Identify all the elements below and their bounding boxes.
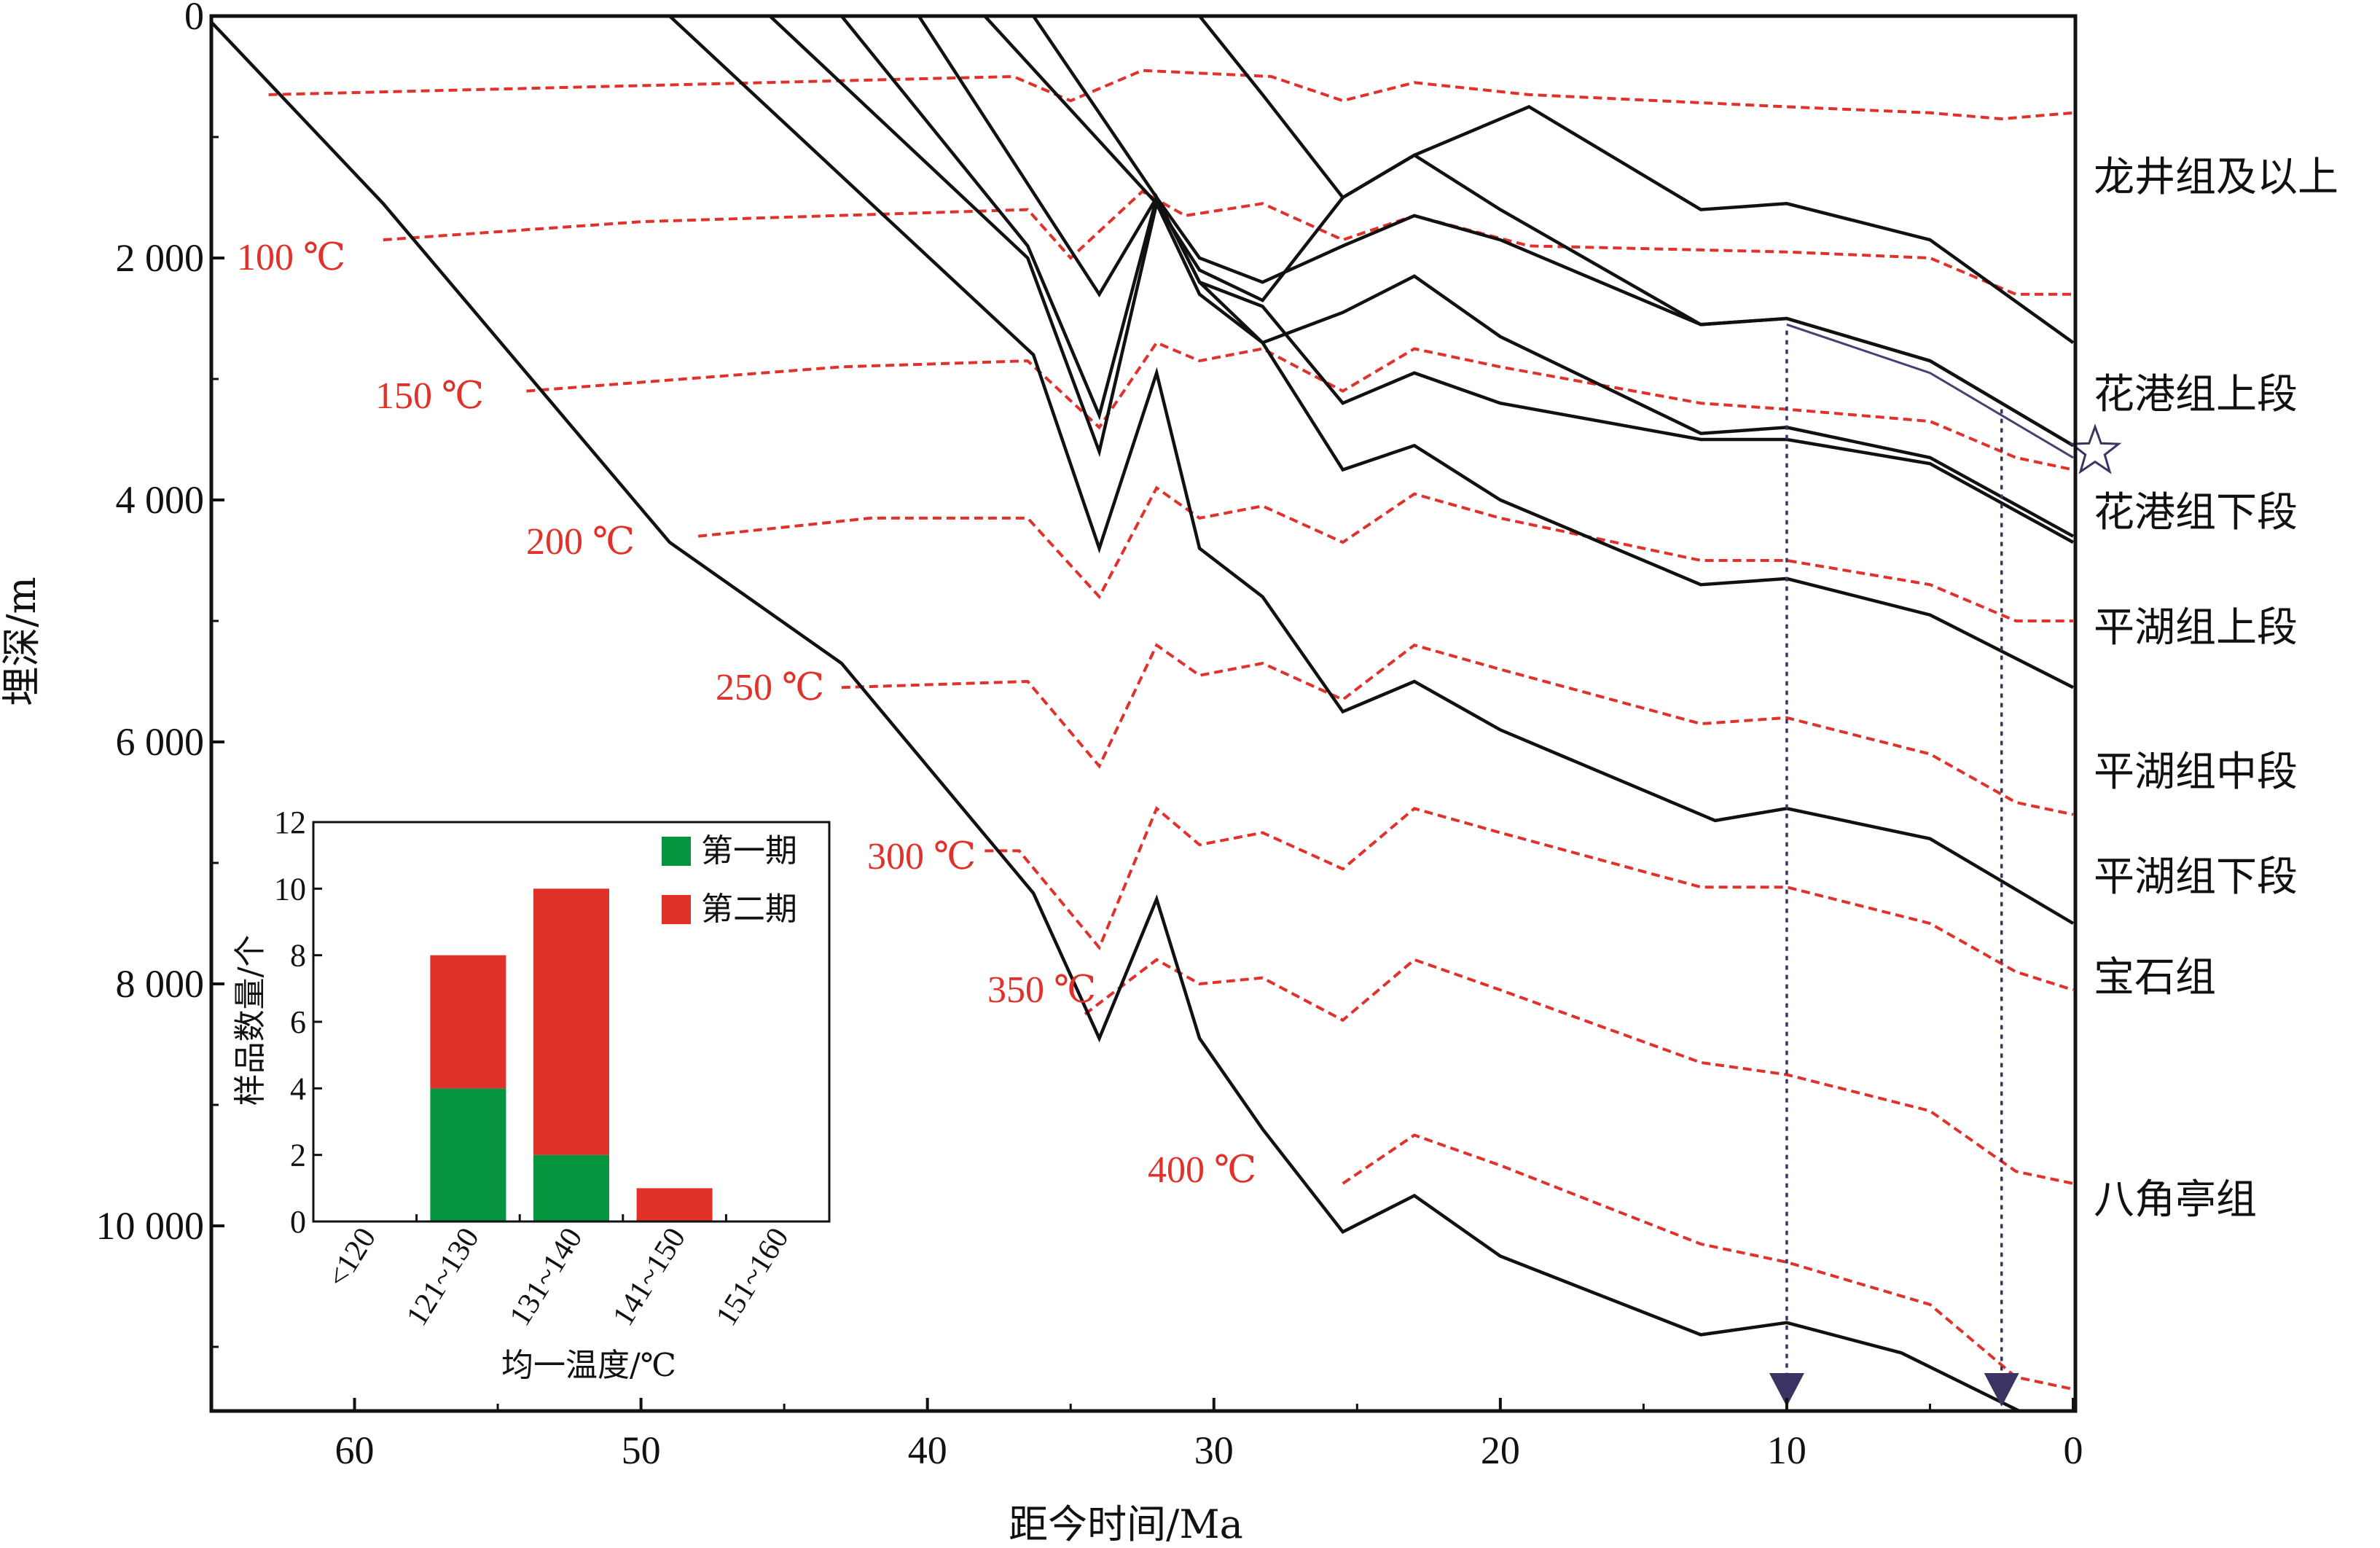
- burial-curve-layer: [211, 16, 2075, 1411]
- formation-label: 花港组上段: [2094, 371, 2298, 418]
- burial-curve: [917, 16, 2075, 538]
- x-axis-title: 距今时间/Ma: [1009, 1501, 1243, 1547]
- legend-swatch: [662, 895, 691, 924]
- inset-x-tick-label: 141~150: [606, 1222, 692, 1332]
- marker-layer: [1769, 330, 2122, 1407]
- histogram-bar: [430, 955, 506, 1089]
- formation-label: 平湖组中段: [2094, 748, 2298, 796]
- inset-x-ticks: <120 121~130 131~140 141~150 151~160: [312, 1214, 796, 1332]
- y-tick-label: 2 000: [116, 236, 205, 280]
- y-tick-label: 10 000: [96, 1204, 205, 1248]
- y-axis-title: 埋深/m: [0, 576, 44, 705]
- homogenization-temperature-histogram: 0 2 4 6 8 10 12 <120 121~130 131~140 141~150 151~1…: [232, 805, 831, 1384]
- x-tick-label: 20: [1481, 1428, 1520, 1472]
- burial-curve: [768, 16, 2075, 689]
- formation-label: 花港组下段: [2094, 489, 2298, 536]
- formation-label: 平湖组下段: [2094, 853, 2298, 901]
- inset-x-tick-label: <120: [321, 1222, 383, 1294]
- isotherm-labels: 100 ℃ 150 ℃ 200 ℃ 250 ℃ 300 ℃ 350 ℃ 400 ℃: [237, 237, 1256, 1191]
- inset-y-tick-label: 2: [290, 1138, 306, 1173]
- inset-y-tick-label: 8: [290, 938, 306, 974]
- inset-x-tick-label: 131~140: [504, 1222, 590, 1332]
- histogram-bar: [636, 1188, 713, 1221]
- formation-label: 宝石组: [2094, 954, 2216, 1001]
- x-tick-label: 0: [2064, 1428, 2083, 1472]
- isotherm-line: [697, 485, 2073, 622]
- isotherm-line: [383, 189, 2073, 296]
- burial-curve: [1198, 16, 2075, 345]
- star-icon: [2068, 423, 2122, 474]
- y-tick-label: 6 000: [116, 720, 205, 764]
- legend-label: 第一期: [701, 832, 797, 869]
- y-tick-label: 0: [184, 0, 204, 38]
- isotherm-line: [1342, 1133, 2074, 1391]
- inset-y-ticks: 0 2 4 6 8 10 12: [274, 805, 322, 1240]
- burial-curve: [668, 16, 2075, 925]
- isotherm-label: 100 ℃: [237, 237, 345, 278]
- y-tick-label: 4 000: [116, 478, 205, 522]
- inset-x-axis-title: 均一温度/℃: [501, 1347, 676, 1384]
- inset-y-tick-label: 12: [274, 805, 306, 840]
- isotherm-label: 300 ℃: [867, 836, 976, 877]
- isotherm-layer: [268, 69, 2074, 1391]
- isotherm-label: 350 ℃: [987, 969, 1096, 1011]
- isotherm-label: 200 ℃: [526, 521, 635, 563]
- inset-y-tick-label: 0: [290, 1204, 306, 1240]
- x-tick-label: 50: [622, 1428, 661, 1472]
- inset-y-tick-label: 10: [274, 871, 306, 907]
- inset-y-tick-label: 6: [290, 1004, 306, 1040]
- plot-frame: [209, 14, 2078, 1413]
- inset-y-tick-label: 4: [290, 1071, 306, 1106]
- legend-swatch: [662, 837, 691, 866]
- x-tick-label: 40: [908, 1428, 947, 1472]
- isotherm-line: [526, 340, 2074, 472]
- formation-label: 龙井组及以上: [2094, 154, 2338, 201]
- x-tick-label: 60: [335, 1428, 375, 1472]
- x-tick-label: 10: [1767, 1428, 1806, 1472]
- histogram-bar: [533, 1154, 609, 1221]
- isotherm-label: 250 ℃: [716, 667, 824, 708]
- y-tick-label: 8 000: [116, 962, 205, 1006]
- inset-x-tick-label: 151~160: [710, 1222, 796, 1332]
- isotherm-line: [841, 643, 2074, 816]
- burial-curve: [840, 16, 2075, 544]
- y-axis-ticks: 0 2 000 4 000 6 000 8 000 10 000: [96, 0, 224, 1348]
- isotherm-label: 400 ℃: [1148, 1149, 1256, 1191]
- isotherm-line: [268, 69, 2074, 121]
- inset-y-axis-title: 样品数量/个: [232, 935, 269, 1106]
- x-tick-label: 30: [1194, 1428, 1234, 1472]
- special-horizon-line: [1786, 323, 2074, 459]
- down-arrow-icon: [1769, 1373, 1804, 1407]
- down-arrow-icon: [1984, 1373, 2019, 1407]
- isotherm-line: [985, 806, 2074, 992]
- x-axis-ticks: 60 50 40 30 20 10 0: [210, 1398, 2083, 1472]
- burial-curve: [211, 20, 2024, 1411]
- isotherm-label: 150 ℃: [375, 375, 484, 417]
- burial-curve: [1032, 16, 2075, 447]
- formation-label: 平湖组上段: [2094, 604, 2298, 652]
- inset-bars: [430, 888, 713, 1221]
- isotherm-line: [1084, 958, 2074, 1185]
- inset-x-tick-label: 121~130: [400, 1222, 486, 1332]
- formation-label: 八角亭组: [2094, 1176, 2257, 1224]
- histogram-bar: [430, 1088, 506, 1221]
- histogram-bar: [533, 888, 609, 1155]
- legend-label: 第二期: [701, 891, 797, 928]
